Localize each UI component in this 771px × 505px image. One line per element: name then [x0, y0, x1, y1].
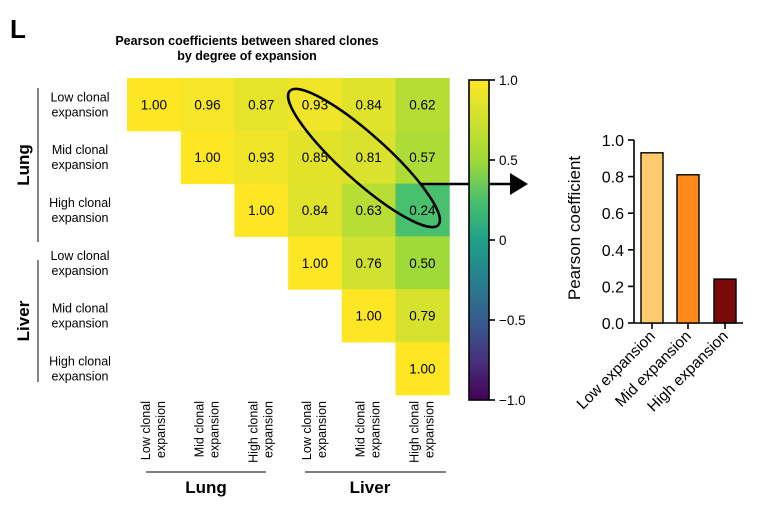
heatmap-cell — [341, 236, 396, 290]
heatmap-cell — [341, 78, 396, 132]
heatmap-cell — [395, 289, 450, 343]
heatmap-cell-value: 0.76 — [356, 256, 382, 271]
heatmap-cell — [127, 78, 182, 132]
heatmap-row-label: High clonal — [49, 196, 111, 210]
heatmap-row-label: expansion — [52, 105, 109, 119]
heatmap-cell-value: 0.96 — [194, 97, 220, 112]
heatmap-cell — [395, 78, 450, 132]
heatmap-column-label: expansion — [154, 401, 168, 458]
bar-chart-y-tick-label: 0.8 — [602, 170, 624, 187]
heatmap-column-label: Low clonal — [139, 401, 153, 460]
heatmap-cell — [341, 289, 396, 343]
bar — [640, 152, 664, 324]
bar-chart-y-tick-label: 1.0 — [602, 133, 624, 150]
col-group-label-lung: Lung — [185, 478, 227, 497]
heatmap-row-label: Mid clonal — [52, 143, 108, 157]
heatmap-title-line2: by degree of expansion — [177, 49, 317, 63]
heatmap-cell — [234, 78, 289, 132]
heatmap-cell-value: 0.81 — [356, 150, 382, 165]
heatmap-cell-value: 1.00 — [141, 97, 167, 112]
bar — [713, 278, 737, 324]
bar-chart-y-tick-label: 0.2 — [602, 279, 624, 296]
heatmap-column-label: expansion — [422, 401, 436, 458]
heatmap-row-label: expansion — [52, 317, 109, 331]
bar-chart-y-tick-label: 0.6 — [602, 206, 624, 223]
heatmap-cell-value: 1.00 — [248, 203, 274, 218]
heatmap-cell — [341, 130, 396, 185]
row-group-label-lung: Lung — [14, 144, 33, 186]
heatmap-column-label: expansion — [315, 401, 329, 458]
heatmap-cell-value: 0.63 — [356, 203, 382, 218]
heatmap-cell — [234, 130, 289, 185]
heatmap-cell — [395, 130, 450, 185]
heatmap-column-label: expansion — [261, 401, 275, 458]
heatmap-column-label: Mid clonal — [354, 401, 368, 457]
row-group-label-liver: Liver — [14, 300, 33, 341]
heatmap-title-line1: Pearson coefficients between shared clon… — [115, 34, 378, 48]
heatmap-cell-value: 0.93 — [302, 97, 328, 112]
heatmap-cell — [395, 236, 450, 290]
heatmap-cell — [234, 183, 289, 237]
colorbar-ticks: 1.0 0.5 0 −0.5 −1.0 — [489, 73, 526, 408]
heatmap-cell-value: 0.50 — [409, 256, 435, 271]
heatmap-row-label: Mid clonal — [52, 302, 108, 316]
heatmap-cell-value: 1.00 — [302, 256, 328, 271]
colorbar-tick-label: −0.5 — [499, 313, 526, 328]
heatmap-column-label: expansion — [208, 401, 222, 458]
heatmap-cell — [288, 236, 343, 290]
heatmap-row-label: expansion — [52, 264, 109, 278]
heatmap-cell-value: 1.00 — [356, 309, 382, 324]
heatmap-cell-value: 1.00 — [409, 361, 435, 376]
heatmap-cell — [180, 130, 235, 185]
colorbar-tick-label: −1.0 — [499, 393, 526, 408]
heatmap-column-label: High clonal — [407, 401, 421, 463]
panel-label: L — [10, 14, 26, 44]
heatmap-cell-value: 0.87 — [248, 97, 274, 112]
heatmap-cell-value: 0.84 — [356, 97, 383, 112]
bar-chart-y-tick-label: 0.4 — [602, 243, 624, 260]
heatmap-cell — [288, 183, 343, 237]
heatmap-column-label: Mid clonal — [193, 401, 207, 457]
colorbar — [468, 79, 490, 401]
heatmap-cell-value: 0.62 — [409, 97, 435, 112]
heatmap-cell-value: 0.57 — [409, 150, 435, 165]
heatmap-row-label: Low clonal — [50, 90, 109, 104]
bar-chart-y-tick-label: 0.0 — [602, 316, 624, 333]
heatmap-column-labels: Low clonal expansion Mid clonal expansion Hi… — [139, 401, 437, 463]
heatmap-row-label: Low clonal — [50, 249, 109, 263]
heatmap: 1.00 0.96 0.87 0.93 0.84 0.62 1.00 0.93 0.85 0.81… — [127, 78, 450, 396]
heatmap-cell-value: 0.24 — [409, 203, 436, 218]
heatmap-row-label: expansion — [52, 158, 109, 172]
heatmap-cell-value: 0.79 — [409, 309, 435, 324]
heatmap-column-label: expansion — [369, 401, 383, 458]
colorbar-tick-label: 0 — [499, 233, 507, 248]
heatmap-row-label: High clonal — [49, 354, 111, 368]
bar — [676, 174, 700, 324]
heatmap-row-label: expansion — [52, 369, 109, 383]
heatmap-cell-value: 1.00 — [194, 150, 220, 165]
heatmap-cell — [395, 183, 450, 237]
colorbar-tick-label: 0.5 — [499, 153, 518, 168]
heatmap-cell — [180, 78, 235, 132]
arrow-head — [510, 173, 528, 195]
heatmap-column-label: High clonal — [246, 401, 260, 463]
heatmap-cell-value: 0.84 — [302, 203, 329, 218]
heatmap-cell-value: 0.93 — [248, 150, 274, 165]
highlight-ellipse — [286, 87, 442, 229]
bar-chart-y-axis-label: Pearson coefficient — [565, 156, 584, 301]
heatmap-row-label: expansion — [52, 211, 109, 225]
heatmap-cell — [395, 342, 450, 396]
col-group-label-liver: Liver — [350, 478, 391, 497]
heatmap-cell-value: 0.85 — [302, 150, 328, 165]
heatmap-column-label: Low clonal — [300, 401, 314, 460]
colorbar-tick-label: 1.0 — [499, 73, 518, 88]
